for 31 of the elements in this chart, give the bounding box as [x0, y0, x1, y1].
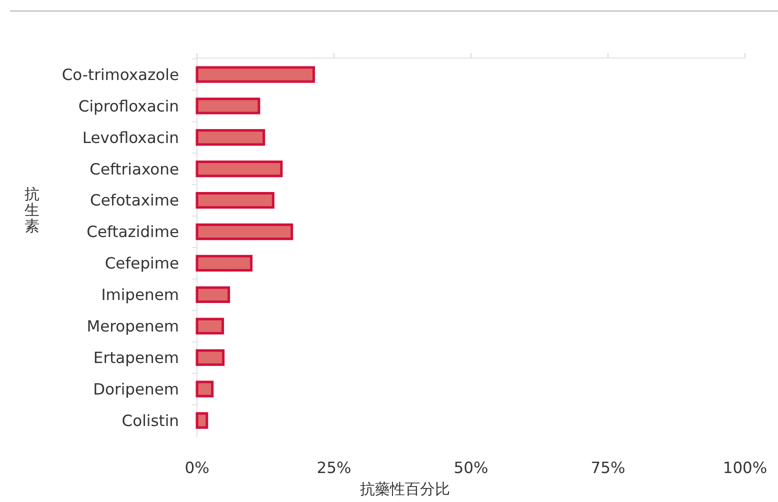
- y-tick-label: Cefepime: [104, 254, 179, 273]
- bar: [196, 192, 274, 209]
- x-tick-label: 50%: [454, 459, 488, 477]
- y-tick-label: Colistin: [122, 412, 179, 430]
- y-tick-label: Cefotaxime: [90, 192, 179, 210]
- y-axis-title: 抗生素: [24, 185, 40, 235]
- y-tick-label: Imipenem: [101, 286, 179, 304]
- x-axis-title: 抗藥性百分比: [360, 480, 450, 498]
- bar: [196, 318, 224, 334]
- bar: [196, 160, 283, 178]
- bar: [196, 129, 266, 146]
- x-tick-label: 25%: [316, 459, 352, 477]
- y-tick-label: Ciprofloxacin: [78, 97, 179, 116]
- bar: [196, 223, 294, 240]
- bar: [196, 66, 315, 83]
- y-tick-label: Ceftazidime: [86, 223, 179, 242]
- x-tick-label: 75%: [590, 459, 626, 477]
- bar: [196, 286, 230, 304]
- y-tick-label: Co-trimoxazole: [62, 66, 179, 84]
- x-tick-label: 0%: [184, 459, 210, 477]
- y-tick-label: Ertapenem: [93, 349, 179, 368]
- bar: [196, 254, 252, 272]
- bar: [196, 380, 214, 398]
- y-tick-label: Doripenem: [93, 380, 179, 398]
- bar: [196, 98, 260, 114]
- y-tick-label: Meropenem: [86, 318, 179, 336]
- bar: [196, 412, 208, 429]
- y-tick-label: Levofloxacin: [82, 128, 179, 147]
- bar: [196, 349, 225, 366]
- x-tick-label: 100%: [722, 459, 768, 477]
- y-tick-label: Ceftriaxone: [90, 160, 179, 178]
